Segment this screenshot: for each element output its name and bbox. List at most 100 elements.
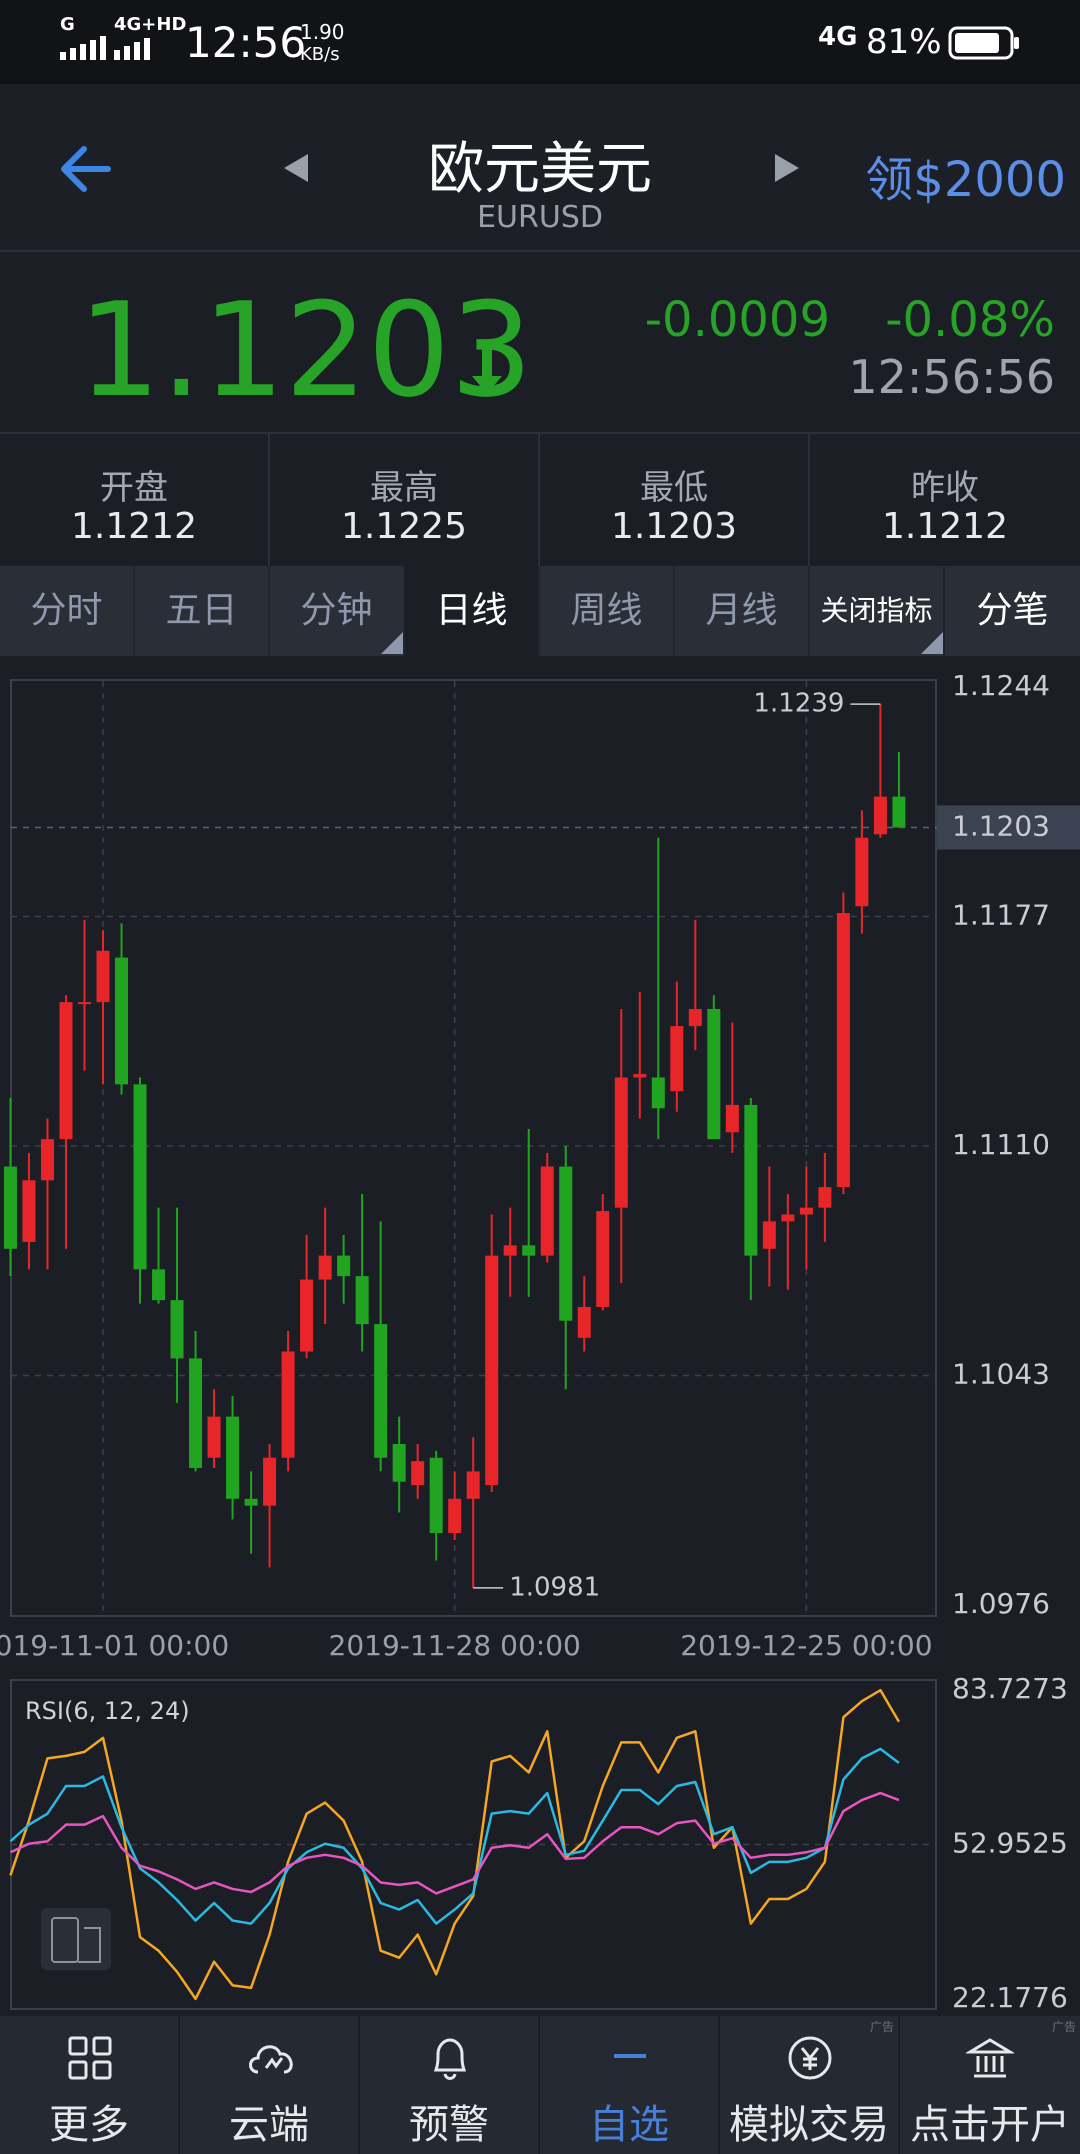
stat-value: 1.1212: [882, 506, 1008, 547]
quote: 1.1203 -0.0009 -0.08% 12:56:56: [0, 252, 1080, 434]
y-tick-label: 1.1110: [952, 1128, 1050, 1161]
battery-icon: [948, 26, 1019, 60]
candle-body: [540, 1166, 554, 1256]
stat-label: 最低: [640, 468, 708, 508]
candle-body: [559, 1166, 573, 1321]
nav-icon: [614, 2054, 646, 2058]
candle-body: [651, 1077, 665, 1109]
nav-icon: [433, 2038, 467, 2080]
candle-body: [59, 1002, 73, 1140]
stat: 最高 1.1225: [270, 434, 540, 566]
signal-icon: [60, 36, 106, 60]
tab[interactable]: 五日: [135, 566, 270, 656]
stat: 昨收 1.1212: [810, 434, 1080, 566]
nav-item[interactable]: 预警: [360, 2016, 540, 2154]
y-tick-label: 83.7273: [952, 1672, 1068, 1705]
candle-body: [355, 1276, 369, 1325]
tab-active[interactable]: 日线: [405, 566, 540, 656]
back-button[interactable]: [58, 146, 112, 192]
ad-tag: 广告: [1051, 2020, 1076, 2034]
low-marker-label: 1.0981: [509, 1572, 600, 1602]
battery-level: 81%: [866, 22, 942, 62]
nav-item[interactable]: 更多: [0, 2016, 180, 2154]
nav-item[interactable]: 云端: [180, 2016, 360, 2154]
clock: 12:56: [185, 18, 307, 67]
header: 欧元美元 EURUSD 领$2000: [0, 84, 1080, 252]
network-right: 4G: [818, 22, 858, 52]
bottom-nav: 更多 云端 预警 自选 模拟交易 广告 点击开户 广告: [0, 2016, 1080, 2154]
candle-body: [670, 1026, 684, 1092]
candle-body: [3, 1166, 17, 1249]
candle-body: [781, 1214, 795, 1222]
candle-body: [374, 1324, 388, 1458]
tab[interactable]: 关闭指标: [810, 566, 945, 656]
candle-body: [411, 1461, 425, 1486]
candle-body: [707, 1008, 721, 1140]
candle-body: [263, 1457, 277, 1506]
candle-body: [744, 1104, 758, 1256]
nav-icon: [249, 2045, 293, 2074]
candle-body: [855, 837, 869, 907]
nav-label: 点击开户: [910, 2102, 1070, 2148]
tab[interactable]: 分笔: [976, 590, 1049, 631]
nav-item[interactable]: 模拟交易 广告: [720, 2016, 900, 2154]
stat: 开盘 1.1212: [0, 434, 270, 566]
nav-label: 模拟交易: [729, 2102, 889, 2148]
promo-button[interactable]: 领$2000: [865, 152, 1066, 208]
nav-label: 预警: [409, 2102, 489, 2148]
network2: 4G+HD: [114, 14, 187, 35]
candle-body: [170, 1300, 184, 1359]
nav-label: 自选: [589, 2102, 669, 2148]
ad-tag: 广告: [869, 2020, 894, 2034]
rsi-line: [9, 1791, 900, 1895]
speed-unit: KB/s: [300, 44, 340, 65]
nav-item-active[interactable]: 自选: [540, 2016, 720, 2154]
candle-body: [22, 1180, 36, 1242]
last-price-box: [937, 805, 1080, 850]
last-price: 1.1203: [78, 274, 533, 426]
candle-body: [503, 1245, 517, 1256]
candle-body: [762, 1221, 776, 1249]
tab[interactable]: 月线: [675, 566, 810, 656]
candle-body: [429, 1457, 443, 1534]
rotate-icon: [78, 1927, 101, 1963]
candle-body: [77, 1002, 91, 1005]
candle-body: [633, 1074, 647, 1078]
stat-label: 开盘: [100, 468, 168, 508]
candle-body: [152, 1269, 166, 1301]
candle-body: [189, 1358, 203, 1468]
candle-body: [596, 1211, 610, 1307]
down-arrow: [472, 348, 502, 394]
y-tick-label: 1.1244: [952, 669, 1050, 702]
stat-label: 最高: [370, 468, 438, 508]
rsi-chart-frame: [10, 1679, 937, 2010]
quote-time: 12:56:56: [848, 350, 1055, 404]
candle-body: [115, 957, 129, 1085]
candle-body: [40, 1139, 54, 1181]
prev-button[interactable]: [282, 152, 310, 184]
last-price-label: 1.1203: [952, 809, 1050, 842]
nav-item[interactable]: 点击开户 广告: [900, 2016, 1080, 2154]
nav-icon: [788, 2036, 832, 2080]
stat-label: 昨收: [911, 468, 979, 508]
stat: 最低 1.1203: [540, 434, 810, 566]
y-tick-label: 1.1177: [952, 899, 1050, 932]
candle-body: [300, 1279, 314, 1352]
x-tick-label: 2019-11-28 00:00: [329, 1629, 581, 1662]
tab[interactable]: 分时: [0, 566, 135, 656]
next-button[interactable]: [773, 152, 801, 184]
candle-body: [725, 1104, 739, 1133]
tab[interactable]: 周线: [540, 566, 675, 656]
stat-value: 1.1203: [611, 506, 737, 547]
signal-icon: [114, 38, 150, 60]
candle-body: [133, 1084, 147, 1270]
candle-body: [466, 1471, 480, 1499]
candle-body: [226, 1416, 240, 1499]
title: 欧元美元: [428, 137, 652, 202]
tab[interactable]: 分钟: [270, 566, 405, 656]
candle-body: [688, 1008, 702, 1027]
rotate-button[interactable]: [41, 1908, 111, 1970]
candle-body: [96, 950, 110, 1003]
